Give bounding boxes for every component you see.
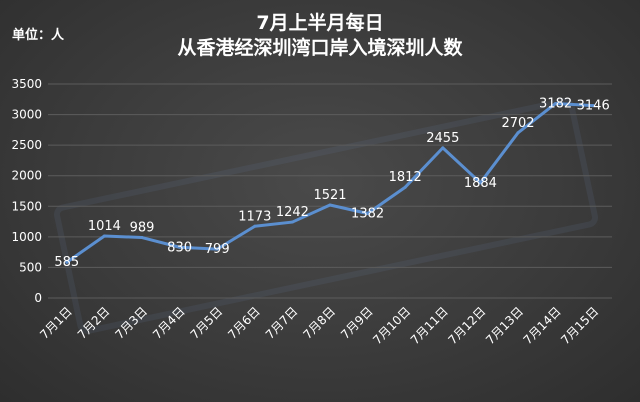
chart-title: 7月上半月每日 [256, 12, 384, 34]
data-point [65, 260, 69, 264]
x-tick-label: 7月8日 [300, 304, 338, 342]
x-tick-label: 7月14日 [521, 304, 564, 347]
data-label: 3146 [577, 99, 610, 114]
data-point [441, 146, 445, 150]
data-point [215, 247, 219, 251]
data-label: 799 [205, 242, 230, 257]
data-label: 3182 [539, 96, 572, 111]
x-tick-label: 7月4日 [150, 304, 188, 342]
data-label: 1884 [464, 176, 497, 191]
y-tick-label: 500 [19, 260, 42, 274]
data-label: 989 [130, 221, 155, 236]
unit-label: 单位：人 [12, 28, 65, 43]
y-tick-label: 1500 [11, 199, 42, 213]
x-tick-label: 7月7日 [263, 304, 301, 342]
data-label: 2702 [501, 116, 534, 131]
data-point [366, 212, 370, 216]
x-tick-label: 7月6日 [225, 304, 263, 342]
x-tick-label: 7月10日 [370, 304, 413, 347]
data-label: 1521 [313, 188, 346, 203]
chart-subtitle: 从香港经深圳湾口岸入境深圳人数 [177, 37, 463, 59]
data-point [591, 104, 595, 108]
y-tick-label: 2500 [11, 138, 42, 152]
x-tick-label: 7月11日 [408, 304, 451, 347]
data-label: 1014 [88, 219, 121, 234]
data-label: 2455 [426, 131, 459, 146]
data-point [403, 185, 407, 189]
data-label: 1382 [351, 207, 384, 222]
data-label: 830 [167, 240, 192, 255]
y-tick-label: 3500 [11, 77, 42, 91]
x-tick-label: 7月2日 [75, 304, 113, 342]
y-tick-label: 2000 [11, 169, 42, 183]
x-tick-label: 7月5日 [188, 304, 226, 342]
data-point [328, 203, 332, 207]
y-tick-label: 1000 [11, 230, 42, 244]
data-label: 585 [54, 255, 79, 270]
data-point [290, 220, 294, 224]
x-tick-label: 7月15日 [558, 304, 601, 347]
x-tick-label: 7月1日 [37, 304, 75, 342]
data-point [554, 101, 558, 105]
data-label: 1173 [238, 209, 271, 224]
y-tick-label: 0 [34, 291, 42, 305]
y-tick-label: 3000 [11, 108, 42, 122]
data-point [478, 181, 482, 185]
data-label: 1242 [276, 205, 309, 220]
x-tick-label: 7月3日 [112, 304, 150, 342]
data-point [102, 234, 106, 238]
data-label: 1812 [389, 170, 422, 185]
x-tick-label: 7月13日 [483, 304, 526, 347]
data-point [140, 236, 144, 240]
data-point [516, 131, 520, 135]
data-point [178, 245, 182, 249]
x-tick-label: 7月12日 [445, 304, 488, 347]
data-point [253, 224, 257, 228]
